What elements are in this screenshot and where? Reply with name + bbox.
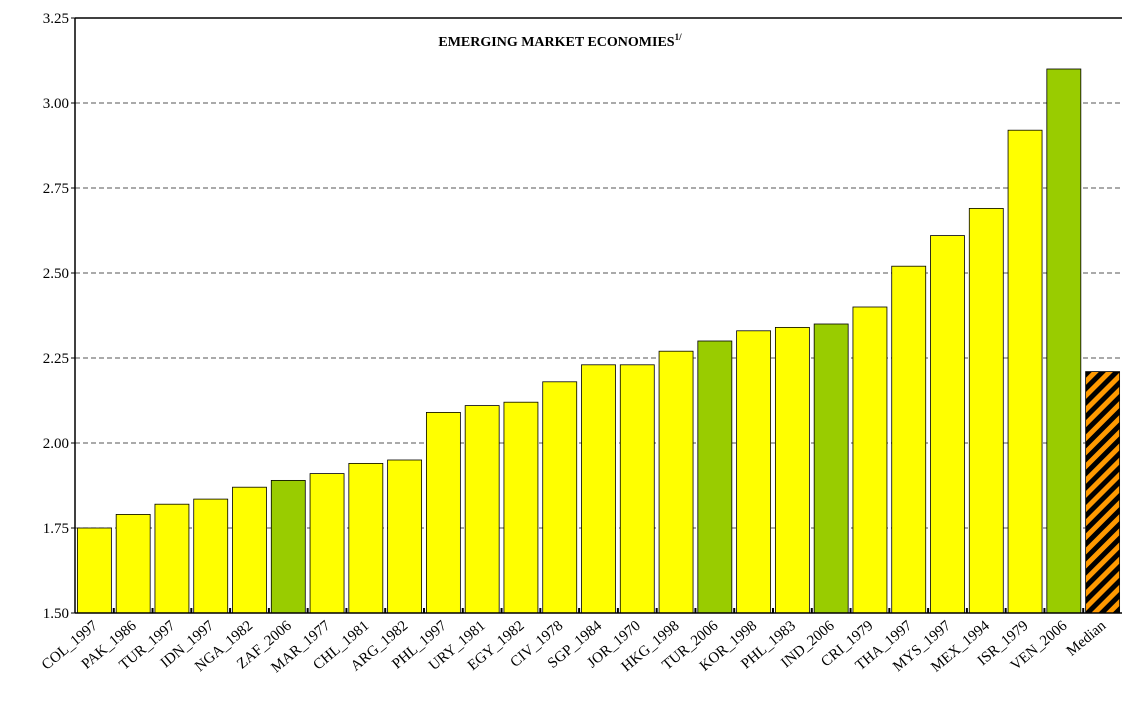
y-tick-label: 1.75 [43,521,69,537]
bar [619,364,655,614]
bar [697,340,733,614]
bar [154,503,190,614]
bar [270,479,306,614]
bar [425,411,461,614]
bar [1085,371,1121,614]
bar [658,350,694,614]
bar [309,473,345,614]
bar [930,235,965,614]
y-tick-label: 3.25 [43,11,69,27]
bar [115,514,151,614]
y-tick-label: 3.00 [43,96,69,112]
bar [387,459,423,614]
bar [1046,68,1082,614]
bar [76,527,112,614]
bar [813,323,849,614]
bar [581,364,616,614]
y-tick-label: 2.00 [43,436,69,452]
bar [891,265,927,614]
bar [503,401,539,614]
bar [232,486,267,614]
y-tick-label: 2.50 [43,266,69,282]
bar [348,462,384,614]
x-tick-label: Median [1064,617,1110,659]
y-tick-label: 2.25 [43,351,69,367]
chart-title: EMERGING MARKET ECONOMIES1/ [438,32,682,50]
title-note: 1/ [675,32,683,42]
bar [542,381,578,614]
bar [1007,129,1043,614]
y-tick-label: 1.50 [43,606,69,622]
bar [464,405,500,614]
y-tick-label: 2.75 [43,181,69,197]
bar [968,207,1004,614]
bar [852,306,888,614]
bar [736,330,772,614]
title-text: EMERGING MARKET ECONOMIES [438,35,674,50]
bar [193,498,229,614]
bar [774,326,810,614]
